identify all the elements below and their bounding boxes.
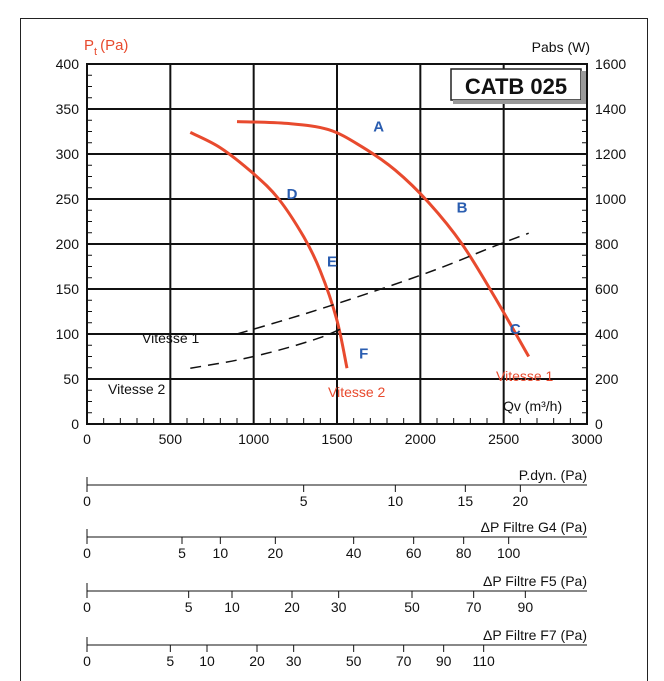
scale-tick-label: 5	[185, 599, 193, 615]
scale-tick-label: 0	[83, 493, 91, 509]
scale-tick-label: 20	[513, 493, 529, 509]
scale-tick-label: 15	[458, 493, 474, 509]
y-left-tick-label: 250	[56, 191, 80, 207]
scale-tick-label: 5	[178, 545, 186, 561]
y-right-tick-label: 0	[595, 416, 603, 432]
scale-name: P.dyn. (Pa)	[519, 467, 587, 483]
title-box: CATB 025	[450, 68, 586, 104]
scale-tick-label: 5	[166, 653, 174, 669]
secondary-scale-p-filtre-f7-pa: ΔP Filtre F7 (Pa) 0 5 10 20 30 50 70 90 110	[83, 627, 587, 669]
scale-tick-label: 50	[404, 599, 420, 615]
scale-tick-label: 30	[286, 653, 302, 669]
y-right-tick-label: 1000	[595, 191, 626, 207]
point-label-c: C	[510, 321, 521, 338]
annotation-vitesse1-black: Vitesse 1	[142, 330, 200, 346]
scale-tick-label: 90	[436, 653, 452, 669]
y-left-tick-label: 300	[56, 146, 80, 162]
scale-tick-label: 0	[83, 653, 91, 669]
y-left-tick-label: 50	[63, 371, 79, 387]
scale-tick-label: 0	[83, 545, 91, 561]
y-right-tick-label: 800	[595, 236, 619, 252]
point-label-a: A	[373, 119, 384, 136]
point-label-b: B	[457, 200, 468, 217]
point-label-f: F	[359, 345, 368, 362]
y-left-tick-label: 100	[56, 326, 80, 342]
x-tick-label: 2500	[488, 431, 519, 447]
scale-tick-label: 5	[300, 493, 308, 509]
scale-tick-label: 10	[199, 653, 215, 669]
axes: 0 500 1000 1500 2000 2500 30000501001502002503…	[56, 56, 627, 447]
series-power-vitesse-2	[190, 326, 346, 369]
x-tick-label: 1500	[321, 431, 352, 447]
scale-tick-label: 10	[388, 493, 404, 509]
series-pressure-vitesse-2	[189, 131, 349, 369]
y-left-tick-label: 400	[56, 56, 80, 72]
y-right-tick-label: 200	[595, 371, 619, 387]
scale-tick-label: 20	[284, 599, 300, 615]
series-pressure-vitesse-1	[236, 120, 530, 358]
scale-tick-label: 110	[473, 653, 496, 669]
scale-name: ΔP Filtre G4 (Pa)	[481, 519, 587, 535]
scale-name: ΔP Filtre F5 (Pa)	[483, 573, 587, 589]
secondary-scales: P.dyn. (Pa) 0 5 10 15 20 ΔP Filtre G4 (Pa) 0 5 10…	[83, 467, 587, 669]
scale-tick-label: 30	[331, 599, 347, 615]
chart-frame	[20, 18, 648, 681]
series-power-vitesse-1	[236, 232, 529, 335]
y-right-tick-label: 1200	[595, 146, 626, 162]
secondary-scale-p-filtre-f5-pa: ΔP Filtre F5 (Pa) 0 5 10 20 30 50 70 90	[83, 573, 587, 615]
y-left-tick-label: 150	[56, 281, 80, 297]
scale-name: ΔP Filtre F7 (Pa)	[483, 627, 587, 643]
chart-title: CATB 025	[465, 74, 567, 99]
scale-tick-label: 60	[406, 545, 422, 561]
x-tick-label: 500	[159, 431, 183, 447]
annotation-vitesse2-black: Vitesse 2	[108, 381, 166, 397]
scale-tick-label: 40	[346, 545, 362, 561]
x-tick-label: 3000	[571, 431, 602, 447]
scale-tick-label: 0	[83, 599, 91, 615]
y-right-tick-label: 1600	[595, 56, 626, 72]
scale-tick-label: 70	[466, 599, 482, 615]
y-right-tick-label: 1400	[595, 101, 626, 117]
x-tick-label: 2000	[405, 431, 436, 447]
scale-tick-label: 10	[213, 545, 229, 561]
scale-tick-label: 20	[268, 545, 284, 561]
scale-tick-label: 70	[396, 653, 412, 669]
x-tick-label: 1000	[238, 431, 269, 447]
annotation-vitesse1-red: Vitesse 1	[496, 368, 554, 384]
y-left-tick-label: 200	[56, 236, 80, 252]
series-group	[189, 120, 530, 369]
annotation-vitesse2-red: Vitesse 2	[328, 384, 386, 400]
scale-tick-label: 100	[497, 545, 521, 561]
x-tick-label: 0	[83, 431, 91, 447]
y-left-tick-label: 350	[56, 101, 80, 117]
point-label-e: E	[327, 254, 337, 271]
scale-tick-label: 10	[224, 599, 240, 615]
right-axis-label: Pabs (W)	[532, 39, 590, 55]
point-label-d: D	[287, 186, 298, 203]
y-right-tick-label: 400	[595, 326, 619, 342]
scale-tick-label: 50	[346, 653, 362, 669]
left-axis-label: Pt (Pa)	[84, 37, 128, 58]
secondary-scale-p-filtre-g4-pa: ΔP Filtre G4 (Pa) 0 5 10 20 40 60 80 100	[83, 519, 587, 561]
point-labels: A B C D E F	[287, 119, 521, 363]
x-axis-label: Qv (m³/h)	[503, 398, 562, 414]
y-right-tick-label: 600	[595, 281, 619, 297]
y-left-tick-label: 0	[71, 416, 79, 432]
scale-tick-label: 90	[518, 599, 534, 615]
scale-tick-label: 20	[249, 653, 265, 669]
scale-tick-label: 80	[456, 545, 472, 561]
secondary-scale-p-dyn-pa: P.dyn. (Pa) 0 5 10 15 20	[83, 467, 587, 509]
